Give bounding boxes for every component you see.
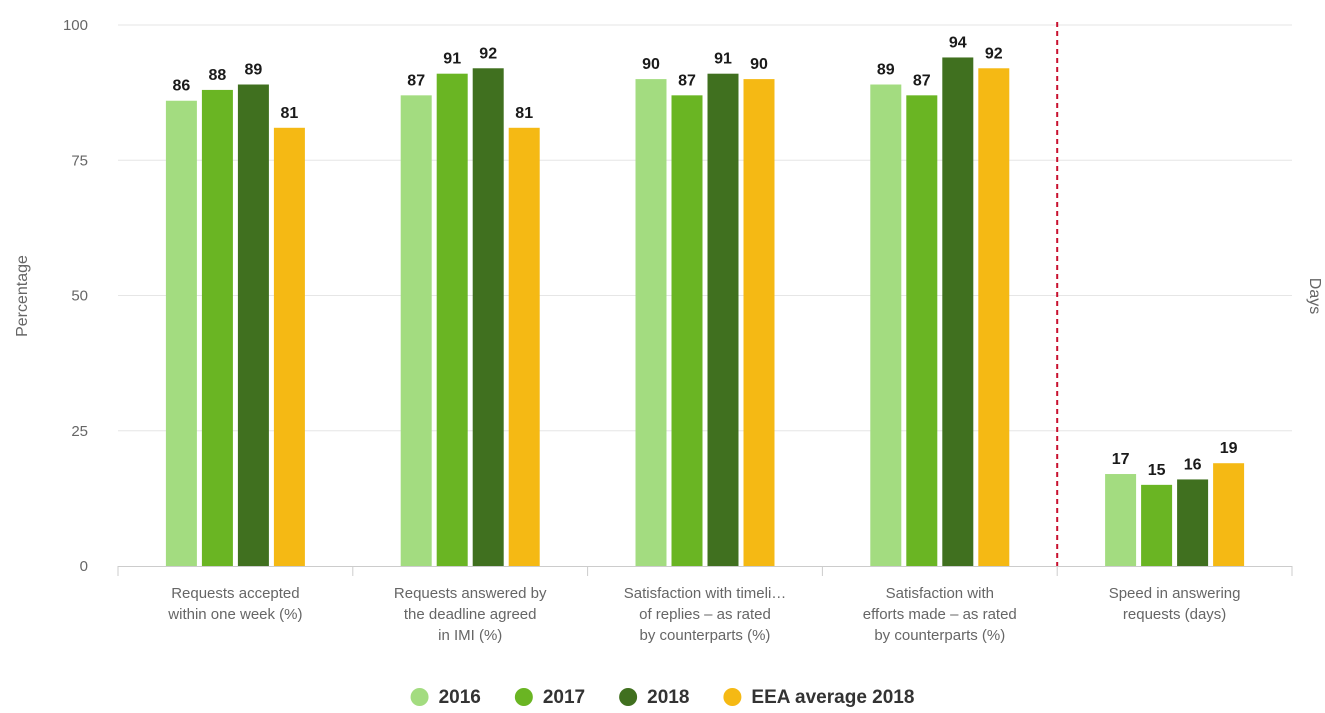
gridlines <box>118 24 1292 432</box>
bar-data-label: 87 <box>913 72 931 89</box>
x-category-label: Speed in answering requests (days) <box>1109 585 1241 623</box>
x-category-label: Satisfaction with efforts made – as rated… <box>863 585 1017 644</box>
y-tick-label: 75 <box>71 152 88 169</box>
bar-data-label: 90 <box>750 56 768 73</box>
x-category-label: Satisfaction with timeli… of replies – as… <box>624 585 787 644</box>
bar <box>1141 484 1173 566</box>
bar-data-label: 94 <box>949 34 967 51</box>
legend-swatch <box>410 688 429 706</box>
legend-swatch <box>723 688 742 706</box>
bar <box>436 73 468 566</box>
bar <box>743 79 775 566</box>
legend-swatch <box>619 688 638 706</box>
x-axis-ticks <box>117 566 1293 576</box>
legend-item[interactable]: EEA average 2018 <box>723 687 914 708</box>
y-axis-title-right: Days <box>1306 278 1323 314</box>
y-tick-label: 50 <box>71 288 88 305</box>
bar-data-label: 92 <box>479 45 497 62</box>
bar <box>978 68 1010 566</box>
bars <box>165 57 1245 567</box>
bar <box>273 127 305 566</box>
bar-data-label: 86 <box>173 78 191 95</box>
bar-data-label: 88 <box>209 67 227 84</box>
legend-label: EEA average 2018 <box>751 687 914 708</box>
legend-label: 2016 <box>439 687 481 708</box>
bar <box>1177 479 1209 566</box>
legend-label: 2018 <box>647 687 689 708</box>
bar <box>201 89 233 567</box>
bar-data-label: 16 <box>1184 456 1202 473</box>
bar <box>707 73 739 566</box>
legend[interactable]: 2016 2017 2018 EEA average 2018 <box>410 687 915 708</box>
bar-data-label: 19 <box>1220 440 1238 457</box>
legend-label: 2017 <box>543 687 585 708</box>
bar <box>635 79 667 566</box>
bar-data-label: 81 <box>515 105 533 122</box>
legend-item[interactable]: 2016 <box>410 687 481 708</box>
bar-data-label: 91 <box>443 51 461 68</box>
bar <box>942 57 974 567</box>
y-tick-label: 100 <box>63 17 88 34</box>
bar <box>508 127 540 566</box>
legend-item[interactable]: 2017 <box>514 687 585 708</box>
y-tick-label: 25 <box>71 423 88 440</box>
bar-data-label: 92 <box>985 45 1003 62</box>
y-axis-ticks: 0 25 50 75 100 <box>63 17 88 575</box>
x-category-label: Requests accepted within one week (%) <box>167 585 302 623</box>
bar <box>906 95 938 566</box>
category-labels: Requests accepted within one week (%) Requ… <box>167 585 1240 644</box>
data-labels: 86 88 89 81 87 91 92 81 90 87 91 90 89 87 94 92 17 15 16 19 <box>173 34 1238 478</box>
bar-data-label: 87 <box>407 72 425 89</box>
bar <box>400 95 432 566</box>
bar-data-label: 15 <box>1148 462 1166 479</box>
legend-item[interactable]: 2018 <box>619 687 689 708</box>
bar <box>472 68 504 566</box>
x-category-label: Requests answered by the deadline agreed i… <box>394 585 547 644</box>
bar-data-label: 17 <box>1112 451 1130 468</box>
bar-data-label: 81 <box>281 105 299 122</box>
bar-data-label: 89 <box>877 62 895 79</box>
y-axis-title-left: Percentage <box>14 255 31 337</box>
bar-data-label: 89 <box>245 62 263 79</box>
bar <box>1105 474 1137 566</box>
bar <box>870 84 902 566</box>
bar-data-label: 87 <box>678 72 696 89</box>
bar <box>671 95 703 566</box>
legend-swatch <box>514 688 533 706</box>
bar <box>165 100 197 567</box>
bar <box>237 84 269 566</box>
bar-data-label: 91 <box>714 51 732 68</box>
bar <box>1213 463 1245 566</box>
bar-data-label: 90 <box>642 56 660 73</box>
y-tick-label: 0 <box>80 558 88 575</box>
